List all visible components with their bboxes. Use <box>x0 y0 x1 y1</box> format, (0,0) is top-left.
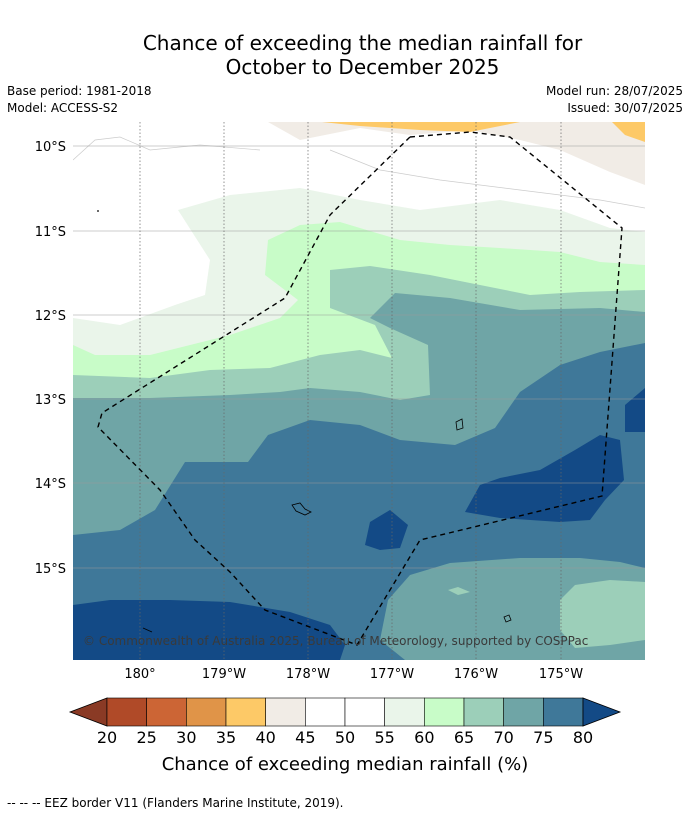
lon-label-179w: 179°W <box>202 667 246 682</box>
colorbar-cell-b65_70 <box>463 697 504 727</box>
colorbar-cell-b60_65 <box>424 697 465 727</box>
band-80-sw <box>73 600 345 660</box>
band-35-40-a <box>322 122 520 132</box>
lon-label-177w: 177°W <box>370 667 414 682</box>
title-line-1: Chance of exceeding the median rainfall … <box>142 31 583 55</box>
colorbar-tick-55: 55 <box>374 728 394 747</box>
lat-label-10s: 10°S <box>35 140 66 155</box>
base-period: Base period: 1981-2018 <box>7 84 152 98</box>
lat-label-13s: 13°S <box>35 393 66 408</box>
band-65-70-south <box>560 580 645 648</box>
colorbar-tick-30: 30 <box>176 728 196 747</box>
meta-right: Model run: 28/07/2025 Issued: 30/07/2025 <box>546 83 683 117</box>
colorbar-cell-b20_25 <box>106 697 147 727</box>
colorbar-tick-45: 45 <box>295 728 315 747</box>
colorbar-extend-high <box>582 697 622 727</box>
lat-label-15s: 15°S <box>35 562 66 577</box>
meta-left: Base period: 1981-2018 Model: ACCESS-S2 <box>7 83 152 117</box>
lat-label-14s: 14°S <box>35 477 66 492</box>
colorbar-tick-65: 65 <box>454 728 474 747</box>
colorbar-tick-25: 25 <box>136 728 156 747</box>
lon-labels: 180° 179°W 178°W 177°W 176°W 175°W <box>124 667 583 682</box>
island-small <box>142 627 153 633</box>
colorbar-tick-35: 35 <box>216 728 236 747</box>
colorbar-tick-70: 70 <box>493 728 513 747</box>
eez-border <box>97 131 623 646</box>
colorbar-tick-20: 20 <box>97 728 117 747</box>
island-rotuma <box>97 210 99 212</box>
lon-label-176w: 176°W <box>454 667 498 682</box>
model-name: Model: ACCESS-S2 <box>7 101 119 115</box>
map-area: © Commonwealth of Australia 2025, Bureau… <box>73 122 645 660</box>
issued-date: Issued: 30/07/2025 <box>567 101 683 115</box>
colorbar-cell-b75_80 <box>543 697 584 727</box>
lat-label-11s: 11°S <box>35 225 66 240</box>
band-80-blob <box>365 510 408 550</box>
colorbar-label: Chance of exceeding median rainfall (%) <box>162 754 529 775</box>
colorbar-extend-low <box>68 697 108 727</box>
lon-label-178w: 178°W <box>286 667 330 682</box>
band-35-40-b <box>612 122 645 142</box>
colorbar-cell-b50_55 <box>344 697 385 727</box>
island-lau <box>503 614 512 623</box>
lat-label-12s: 12°S <box>35 309 66 324</box>
band-40-45 <box>268 122 645 185</box>
colorbar-tick-75: 75 <box>533 728 553 747</box>
colorbar-cell-b35_40 <box>225 697 266 727</box>
latitude-lines <box>73 145 645 569</box>
colorbar-tick-50: 50 <box>335 728 355 747</box>
colorbar-tick-80: 80 <box>573 728 593 747</box>
model-run: Model run: 28/07/2025 <box>545 84 683 98</box>
colorbar: 20 25 30 35 40 45 50 55 60 65 70 75 80 Chance of exc… <box>68 697 622 775</box>
island-taveuni <box>455 418 464 431</box>
colorbar-cell-b45_50 <box>305 697 346 727</box>
longitude-lines <box>139 122 562 660</box>
colorbar-tick-40: 40 <box>255 728 275 747</box>
colorbar-cell-b25_30 <box>146 697 187 727</box>
lat-labels: 10°S 11°S 12°S 13°S 14°S 15°S <box>35 140 66 577</box>
colorbar-cell-b30_35 <box>186 697 227 727</box>
colorbar-tick-60: 60 <box>414 728 434 747</box>
band-65-70-blob <box>448 587 470 595</box>
colorbar-cell-b55_60 <box>384 697 425 727</box>
chart-title: Chance of exceeding the median rainfall … <box>0 31 690 79</box>
colorbar-cell-b70_75 <box>503 697 544 727</box>
lon-label-180: 180° <box>124 667 155 682</box>
colorbar-cell-b40_45 <box>265 697 306 727</box>
lon-label-175w: 175°W <box>539 667 583 682</box>
copyright-text: © Commonwealth of Australia 2025, Bureau… <box>83 634 588 648</box>
island-vanua-levu <box>291 502 312 516</box>
eez-legend-note: -- -- -- EEZ border V11 (Flanders Marine… <box>7 796 344 810</box>
title-line-2: October to December 2025 <box>225 55 500 79</box>
